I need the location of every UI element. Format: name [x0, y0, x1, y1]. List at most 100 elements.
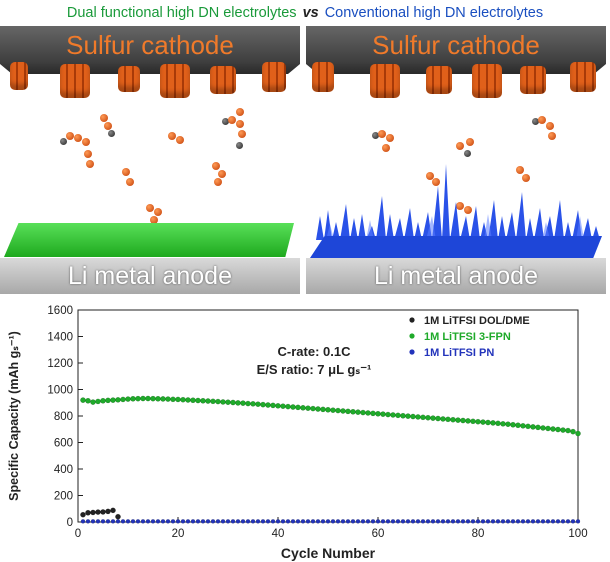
data-point: [430, 519, 436, 524]
data-point: [495, 420, 501, 427]
y-axis-ticks: 0 200 400 600 800 1000 1200 1400 1600: [47, 305, 83, 529]
data-point: [480, 419, 486, 425]
lithium-atom: [464, 150, 471, 157]
polysulfide-molecule: [154, 208, 162, 216]
data-point: [370, 519, 376, 524]
data-point: [540, 425, 546, 431]
data-point: [95, 398, 101, 405]
polysulfide-molecule: [546, 122, 554, 130]
data-point: [115, 397, 121, 403]
lithium-atom: [372, 132, 379, 139]
polysulfide-molecule: [378, 130, 386, 138]
data-point: [145, 519, 151, 524]
data-point: [330, 519, 336, 524]
y-tick-label: 1000: [47, 385, 73, 397]
data-point: [150, 395, 156, 402]
lithium-atom: [108, 130, 115, 137]
data-point: [170, 519, 176, 524]
data-point: [420, 519, 426, 524]
data-point: [210, 519, 216, 524]
data-point: [410, 413, 416, 420]
data-point: [215, 398, 221, 405]
data-point: [110, 397, 116, 403]
data-point: [475, 519, 481, 524]
data-point: [155, 519, 161, 524]
data-point: [180, 396, 186, 403]
sulfur-cluster: [370, 64, 400, 98]
x-tick-label: 0: [75, 528, 81, 540]
data-point: [165, 519, 171, 524]
data-point: [310, 405, 316, 412]
data-point: [430, 415, 436, 421]
sulfur-cluster: [118, 66, 140, 92]
polysulfide-molecule: [100, 114, 108, 122]
data-point: [100, 397, 106, 404]
data-point: [220, 519, 226, 524]
chart-legend: 1M LiTFSI DOL/DME 1M LiTFSI 3-FPN 1M LiTFS…: [409, 315, 530, 359]
data-point: [330, 407, 336, 413]
data-point: [280, 519, 286, 524]
data-point: [275, 519, 281, 524]
polysulfide-molecule: [456, 142, 464, 150]
sulfur-cathode-left: Sulfur cathode: [0, 26, 300, 64]
data-point: [555, 519, 561, 524]
data-point: [220, 399, 226, 405]
data-point: [260, 519, 266, 524]
data-point: [350, 519, 356, 524]
data-point: [265, 519, 271, 524]
capacity-chart: 0 200 400 600 800 1000 1200 1400 1600 0 20 40 60 80 1…: [7, 305, 588, 561]
annotation-es-ratio: E/S ratio: 7 μL gₛ⁻¹: [257, 362, 372, 377]
data-point: [195, 519, 201, 524]
data-point: [300, 519, 306, 524]
lithium-atom: [236, 142, 243, 149]
data-point: [405, 413, 411, 419]
polysulfide-molecule: [228, 116, 236, 124]
polysulfide-molecule: [84, 150, 92, 158]
header-left-text: Dual functional high DN electrolytes: [66, 5, 297, 21]
data-point: [240, 519, 246, 524]
data-point: [150, 519, 156, 524]
data-point: [465, 519, 471, 524]
polysulfide-molecule: [66, 132, 74, 140]
data-point: [460, 519, 466, 524]
data-point: [120, 396, 126, 403]
data-point: [290, 404, 296, 410]
header-right-text: Conventional high DN electrolytes: [324, 5, 544, 21]
data-point: [520, 423, 526, 429]
data-point: [320, 519, 326, 524]
legend-label: 1M LiTFSI DOL/DME: [424, 315, 530, 327]
series-1: [80, 507, 121, 520]
data-point: [560, 427, 566, 433]
data-point: [540, 519, 546, 524]
data-point: [415, 414, 421, 420]
data-point: [445, 519, 451, 524]
data-point: [160, 519, 166, 524]
data-point: [195, 397, 201, 404]
data-point: [360, 409, 366, 416]
data-point: [170, 396, 176, 403]
polysulfide-molecule: [86, 160, 94, 168]
data-point: [470, 418, 476, 425]
figure-header: Dual functional high DN electrolytes vs …: [0, 0, 610, 26]
data-point: [550, 426, 556, 432]
data-point: [180, 519, 186, 524]
data-point: [425, 414, 431, 421]
data-point: [85, 397, 91, 404]
data-point: [265, 402, 271, 408]
data-point: [175, 396, 181, 403]
data-point: [190, 519, 196, 524]
left-schematic-panel: Sulfur cathode Li metal anode: [0, 26, 300, 294]
data-point: [425, 519, 431, 524]
data-point: [230, 519, 236, 524]
data-point: [395, 412, 401, 419]
data-point: [495, 519, 501, 524]
data-point: [385, 519, 391, 524]
polysulfide-molecule: [176, 136, 184, 144]
y-tick-label: 1200: [47, 358, 73, 370]
data-point: [90, 399, 96, 405]
data-point: [135, 519, 141, 524]
polysulfide-molecule: [516, 166, 524, 174]
data-point: [550, 519, 556, 524]
data-point: [310, 519, 316, 524]
legend-marker: [409, 317, 415, 323]
